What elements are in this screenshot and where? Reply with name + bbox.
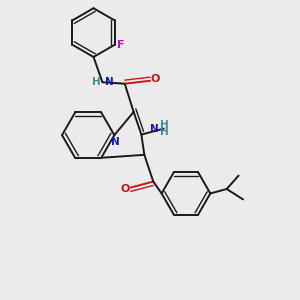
Text: O: O xyxy=(121,184,130,194)
Text: N: N xyxy=(111,137,120,147)
Text: H: H xyxy=(92,76,101,87)
Text: H: H xyxy=(160,127,169,137)
Text: H: H xyxy=(160,120,169,130)
Text: N: N xyxy=(104,76,113,87)
Text: N: N xyxy=(151,124,159,134)
Text: F: F xyxy=(117,40,125,50)
Text: O: O xyxy=(151,74,160,84)
